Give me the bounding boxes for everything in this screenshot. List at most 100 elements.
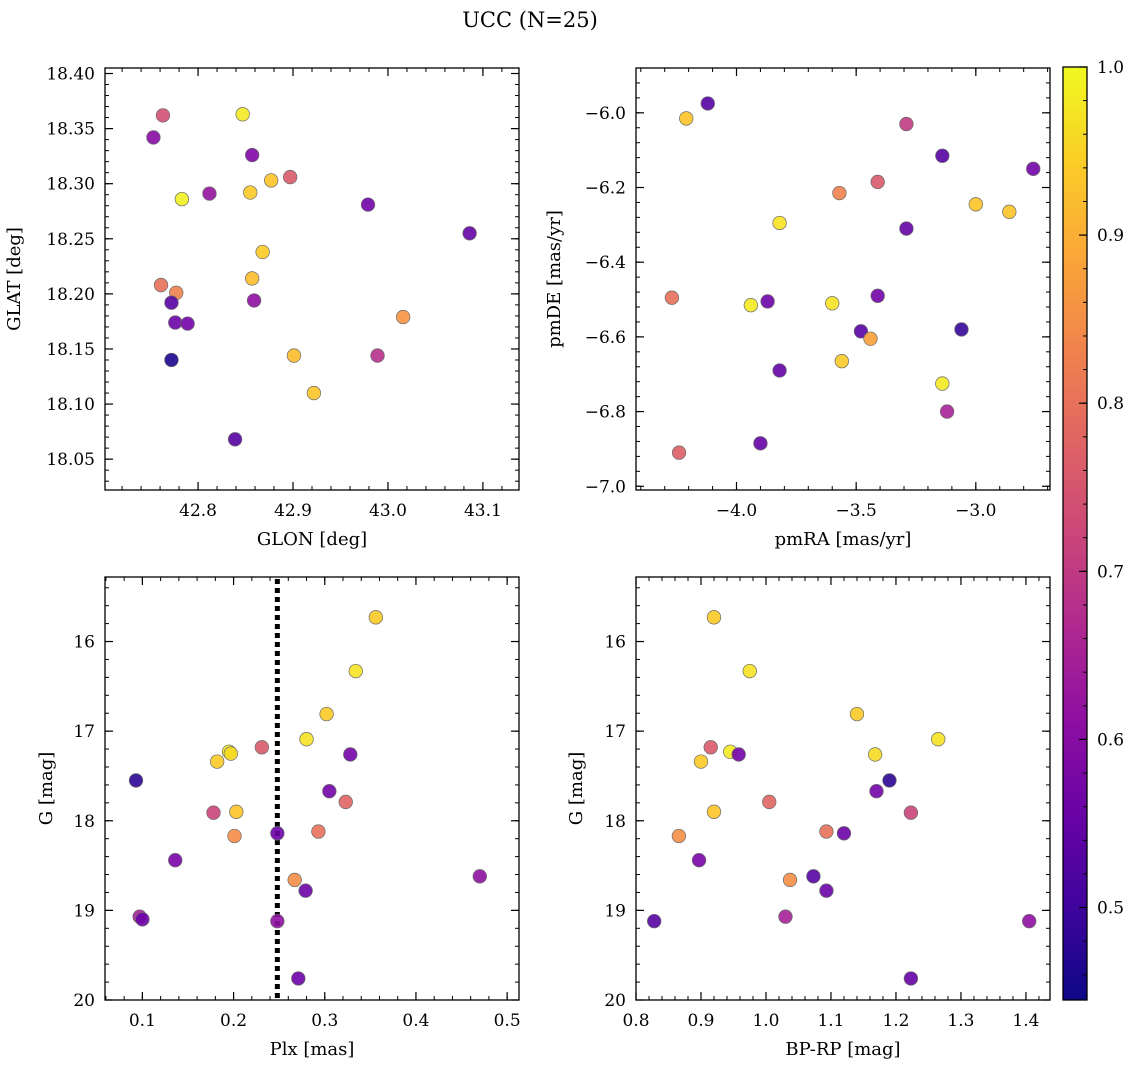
x-tick-label: 0.1 [129, 1011, 156, 1031]
x-axis-label: GLON [deg] [257, 529, 367, 550]
minor-ticks [105, 68, 519, 490]
x-tick-label: 1.0 [752, 1011, 779, 1031]
data-point [298, 883, 313, 898]
data-point [760, 294, 775, 309]
x-tick-label: −4.0 [716, 501, 757, 521]
y-tick-label: 19 [73, 901, 95, 921]
data-point [368, 610, 383, 625]
data-point [772, 363, 787, 378]
y-axis-label: G [mag] [566, 752, 587, 825]
data-point [291, 971, 306, 986]
x-axis-label: Plx [mas] [270, 1039, 355, 1060]
data-point [782, 872, 798, 888]
data-point [180, 316, 195, 331]
data-point [164, 352, 179, 368]
data-point [348, 663, 363, 679]
y-tick-label: 18.25 [46, 230, 95, 250]
data-point [245, 147, 260, 163]
data-point [706, 804, 722, 819]
data-point [834, 354, 849, 369]
x-tick-label: 42.8 [179, 501, 217, 521]
y-tick-label: −6.8 [585, 403, 626, 423]
data-point [128, 773, 144, 788]
points [647, 610, 1037, 986]
data-point [235, 107, 250, 122]
y-tick-label: 18.40 [46, 65, 95, 85]
data-point [245, 271, 260, 286]
data-point [869, 784, 884, 799]
points [146, 107, 477, 447]
y-tick-label: 17 [604, 722, 626, 742]
data-point [370, 348, 385, 363]
data-point [819, 883, 834, 898]
data-point [135, 912, 150, 927]
data-point [903, 805, 919, 820]
colorbar-tick-label: 0.5 [1097, 899, 1124, 919]
data-point [899, 116, 914, 132]
data-point [903, 971, 919, 986]
colorbar-tick-label: 0.6 [1097, 730, 1124, 750]
data-point [343, 747, 358, 762]
data-point [223, 746, 238, 761]
data-point [202, 186, 217, 201]
axes-frame [635, 576, 1051, 1001]
data-point [264, 173, 279, 188]
data-point [853, 324, 869, 339]
points [664, 96, 1041, 460]
data-point [1026, 161, 1041, 176]
data-point [700, 96, 715, 111]
data-point [832, 185, 847, 201]
data-point [664, 290, 680, 305]
y-tick-label: −7.0 [585, 477, 626, 497]
data-point [931, 732, 946, 747]
data-point [868, 747, 883, 762]
data-point [286, 348, 302, 363]
data-point [299, 732, 314, 747]
y-tick-label: 16 [604, 633, 626, 653]
data-point [819, 824, 834, 839]
y-tick-label: −6.2 [585, 179, 626, 199]
data-point [146, 130, 161, 145]
data-point [270, 826, 285, 841]
colorbar-tick-label: 1.0 [1097, 58, 1124, 78]
data-point [870, 288, 885, 303]
x-tick-label: 0.9 [687, 1011, 714, 1031]
data-point [243, 185, 258, 200]
colorbar-frame [1062, 66, 1088, 1001]
minor-ticks [105, 577, 519, 1001]
y-tick-label: −6.6 [585, 328, 626, 348]
x-tick-label: 43.1 [464, 501, 502, 521]
data-point [227, 828, 242, 844]
x-axis-label: BP-RP [mag] [785, 1039, 900, 1060]
colorbar-tick-label: 0.7 [1097, 562, 1124, 582]
data-point [270, 913, 285, 929]
data-point [206, 805, 221, 820]
colorbar: 0.5 0.6 0.7 0.8 0.9 1.0 [1062, 58, 1124, 1001]
y-tick-label: 18 [604, 812, 626, 832]
data-point [671, 828, 687, 844]
data-point [935, 376, 950, 391]
x-tick-label: −3.5 [836, 501, 877, 521]
data-point [1002, 204, 1017, 219]
y-tick-label: 17 [73, 722, 95, 742]
data-point [753, 436, 768, 451]
points [128, 610, 487, 986]
data-point [254, 740, 269, 755]
data-point [153, 277, 169, 293]
data-point [772, 215, 787, 231]
data-point [306, 385, 322, 401]
data-point [693, 754, 709, 769]
data-point [210, 754, 225, 769]
colorbar-tick-label: 0.8 [1097, 394, 1124, 414]
data-point [806, 869, 821, 884]
data-point [229, 804, 244, 819]
data-point [168, 853, 183, 868]
x-tick-label: 1.4 [1012, 1011, 1039, 1031]
data-point [227, 432, 243, 447]
y-tick-label: 18.30 [46, 175, 95, 195]
y-tick-label: 18.35 [46, 120, 95, 140]
y-tick-label: 20 [73, 991, 95, 1011]
data-point [168, 315, 183, 330]
data-point [283, 169, 298, 185]
